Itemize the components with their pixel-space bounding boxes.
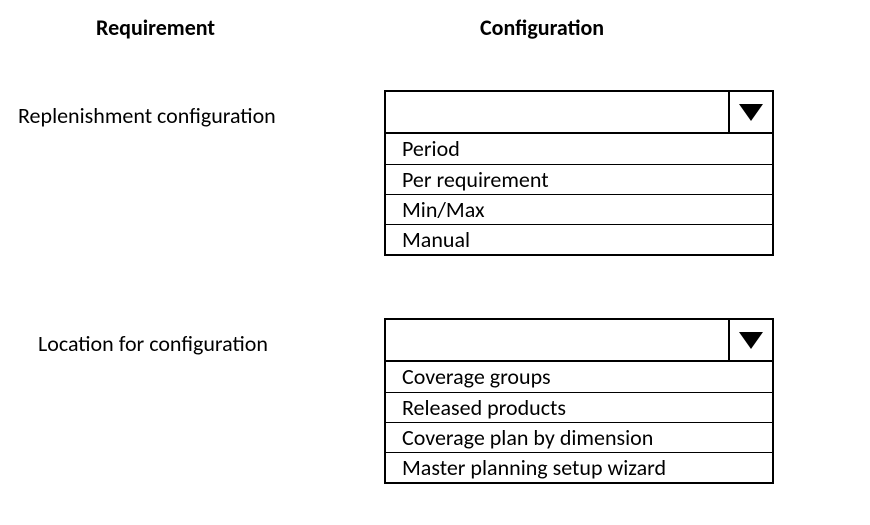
- requirement-label-location: Location for configuration: [38, 330, 268, 357]
- dropdown-option[interactable]: Manual: [386, 224, 772, 254]
- chevron-down-icon[interactable]: [728, 92, 772, 132]
- selected-value: [386, 320, 728, 360]
- dropdown-option[interactable]: Min/Max: [386, 194, 772, 224]
- dropdown-head[interactable]: [386, 92, 772, 134]
- location-config-dropdown[interactable]: Coverage groups Released products Covera…: [384, 318, 774, 484]
- dropdown-option[interactable]: Period: [386, 134, 772, 164]
- selected-value: [386, 92, 728, 132]
- config-panel: Requirement Configuration Replenishment …: [0, 0, 870, 525]
- dropdown-option[interactable]: Master planning setup wizard: [386, 452, 772, 482]
- dropdown-option[interactable]: Coverage plan by dimension: [386, 422, 772, 452]
- dropdown-option[interactable]: Per requirement: [386, 164, 772, 194]
- replenishment-config-dropdown[interactable]: Period Per requirement Min/Max Manual: [384, 90, 774, 256]
- column-header-requirement: Requirement: [96, 14, 215, 41]
- dropdown-option[interactable]: Coverage groups: [386, 362, 772, 392]
- chevron-down-icon[interactable]: [728, 320, 772, 360]
- dropdown-option[interactable]: Released products: [386, 392, 772, 422]
- dropdown-head[interactable]: [386, 320, 772, 362]
- column-header-configuration: Configuration: [480, 14, 604, 41]
- dropdown-option-list: Period Per requirement Min/Max Manual: [386, 134, 772, 254]
- dropdown-option-list: Coverage groups Released products Covera…: [386, 362, 772, 482]
- requirement-label-replenishment: Replenishment configuration: [18, 102, 276, 129]
